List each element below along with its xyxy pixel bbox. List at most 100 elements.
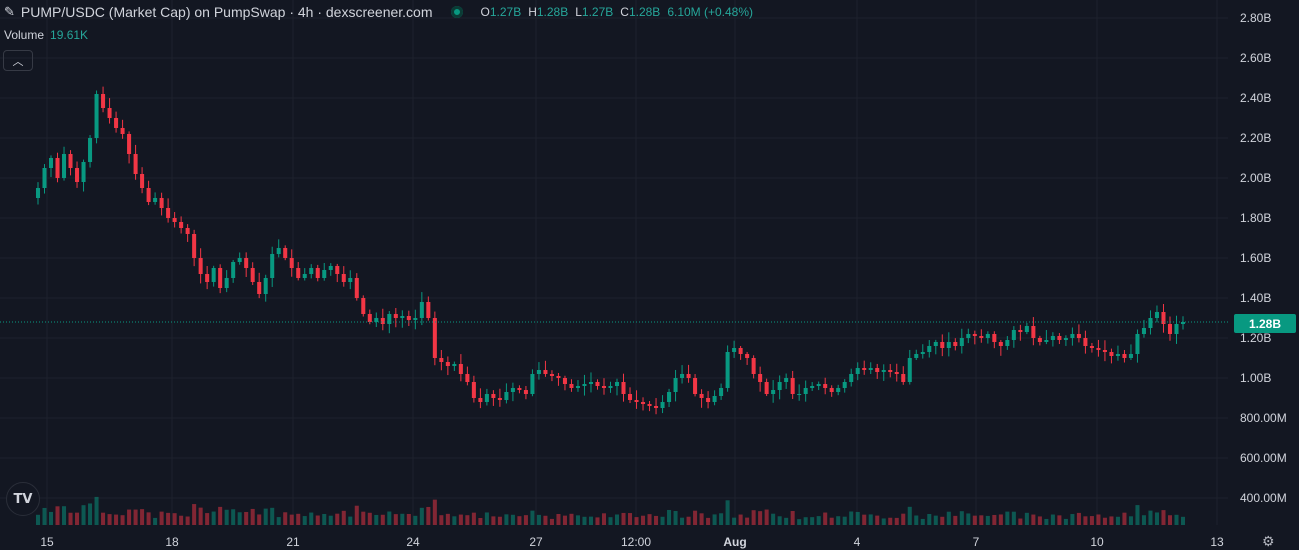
volume-bar xyxy=(556,513,561,525)
candle-body xyxy=(686,374,691,378)
volume-bar xyxy=(738,514,743,525)
candle-body xyxy=(88,138,93,162)
volume-bar xyxy=(764,509,769,525)
candle-body xyxy=(211,268,216,282)
candle-body xyxy=(465,374,470,382)
volume-bar xyxy=(172,513,177,525)
collapse-legend-button[interactable]: ︿ xyxy=(3,50,33,71)
candle-body xyxy=(855,368,860,374)
candle-body xyxy=(614,382,620,386)
time-axis[interactable]: 15 18 21 24 27 12:00 Aug 4 7 10 13 xyxy=(40,535,1224,549)
price-tick-label: 600.00M xyxy=(1240,451,1287,465)
candle-body xyxy=(127,134,132,154)
volume-bar xyxy=(595,517,600,525)
price-axis[interactable]: 2.80B 2.60B 2.40B 2.20B 2.00B 1.80B 1.60B 1.40B… xyxy=(1240,11,1287,505)
volume-bar xyxy=(549,518,554,525)
candle-body xyxy=(536,370,541,374)
candle-body xyxy=(758,374,763,382)
volume-bar xyxy=(75,512,80,525)
candle-body xyxy=(992,334,997,342)
volume-bar xyxy=(1122,512,1127,525)
volume-bar xyxy=(341,510,346,525)
volume-bar xyxy=(458,514,463,525)
market-status-icon xyxy=(450,6,463,18)
candle-body xyxy=(582,384,587,386)
volume-bar xyxy=(107,514,112,525)
candle-body xyxy=(81,162,86,182)
candle-body xyxy=(1122,354,1127,358)
candle-body xyxy=(1102,350,1107,352)
volume-bar xyxy=(1115,516,1120,525)
volume-bar xyxy=(732,517,737,525)
chart-legend: ✎ PUMP/USDC (Market Cap) on PumpSwap · 4… xyxy=(4,4,753,20)
candle-body xyxy=(803,388,808,394)
volume-bar xyxy=(751,510,756,525)
candle-body xyxy=(907,358,912,382)
volume-bar xyxy=(179,515,184,525)
candle-body xyxy=(875,368,880,372)
volume-bar xyxy=(868,514,873,525)
candle-body xyxy=(48,158,54,168)
volume-bar xyxy=(517,516,522,525)
candle-body xyxy=(556,376,561,378)
candle-body xyxy=(601,386,607,388)
volume-bar xyxy=(478,517,483,525)
candle-body xyxy=(471,382,476,398)
volume-bar xyxy=(218,506,223,525)
volume-bar xyxy=(133,509,138,525)
candle-body xyxy=(725,352,730,388)
price-tick-label: 1.40B xyxy=(1240,291,1271,305)
candle-body xyxy=(998,342,1003,346)
volume-value: 19.61K xyxy=(50,28,89,42)
candle-body xyxy=(387,314,392,324)
volume-bar xyxy=(953,515,958,525)
volume-bar xyxy=(452,516,457,525)
volume-bar xyxy=(914,515,919,525)
price-tick-label: 2.80B xyxy=(1240,11,1271,25)
volume-bar xyxy=(842,516,847,525)
volume-bar xyxy=(582,516,587,525)
candle-body xyxy=(862,368,867,370)
volume-bar xyxy=(959,511,964,525)
candle-body xyxy=(491,394,496,398)
candle-body xyxy=(608,386,613,388)
candle-body xyxy=(406,316,411,320)
volume-bar xyxy=(803,517,808,525)
gear-icon[interactable]: ⚙ xyxy=(1262,533,1275,549)
volume-bar xyxy=(276,517,281,525)
volume-bar xyxy=(614,514,620,525)
volume-bar xyxy=(354,505,359,525)
volume-bar xyxy=(647,514,652,525)
candle-body xyxy=(55,158,60,178)
volume-bar xyxy=(127,509,132,525)
candle-body xyxy=(1057,336,1062,340)
volume-bar xyxy=(1089,516,1094,525)
volume-bar xyxy=(1011,511,1016,525)
candle-body xyxy=(146,188,151,202)
candle-body xyxy=(588,382,593,384)
candle-body xyxy=(966,334,971,338)
time-tick-label: 13 xyxy=(1210,535,1224,549)
volume-bar xyxy=(823,512,828,525)
candle-body xyxy=(94,94,99,138)
candle-body xyxy=(35,188,41,198)
time-tick-label: 24 xyxy=(406,535,420,549)
volume-bar xyxy=(120,515,125,525)
volume-bar xyxy=(1109,516,1114,525)
symbol-title[interactable]: PUMP/USDC (Market Cap) on PumpSwap · 4h … xyxy=(20,4,433,20)
volume-bar xyxy=(48,511,54,525)
volume-bar xyxy=(862,514,867,525)
volume-bar xyxy=(296,513,301,525)
candle-body xyxy=(849,374,854,382)
chart-grid xyxy=(0,0,1228,525)
volume-bar xyxy=(302,516,307,525)
candle-body xyxy=(42,168,47,188)
pencil-icon[interactable]: ✎ xyxy=(4,4,15,19)
volume-bar xyxy=(465,515,470,525)
candle-body xyxy=(484,394,489,402)
volume-bar xyxy=(985,515,990,525)
tradingview-logo[interactable]: TV xyxy=(6,482,40,516)
candle-body xyxy=(901,374,906,382)
time-tick-label: 15 xyxy=(40,535,54,549)
